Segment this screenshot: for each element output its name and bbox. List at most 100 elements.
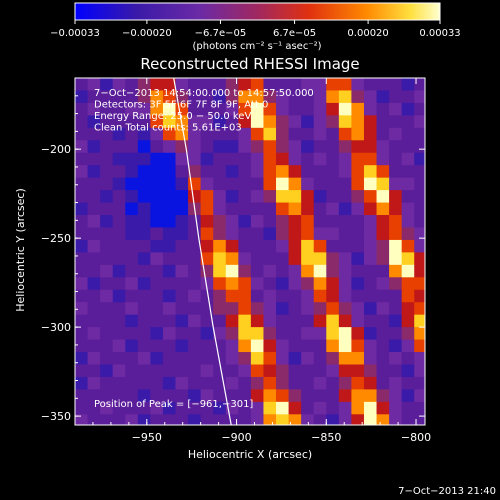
- heatmap-cell: [200, 277, 214, 291]
- heatmap-cell: [112, 389, 126, 403]
- heatmap-cell: [100, 227, 114, 241]
- heatmap-cell: [162, 414, 177, 425]
- heatmap-cell: [338, 202, 353, 216]
- heatmap-cell: [125, 127, 139, 141]
- heatmap-cell: [137, 190, 151, 204]
- heatmap-cell: [100, 152, 114, 166]
- heatmap-cell: [338, 302, 353, 316]
- heatmap-cell: [200, 239, 214, 253]
- heatmap-cell: [263, 165, 277, 179]
- heatmap-cell: [389, 127, 403, 141]
- heatmap-cell: [376, 177, 390, 191]
- heatmap-cell: [225, 177, 239, 191]
- x-tick-label: −950: [132, 431, 162, 444]
- heatmap-cell: [326, 277, 340, 291]
- heatmap-cell: [414, 115, 425, 129]
- heatmap-cell: [100, 78, 114, 92]
- heatmap-cell: [175, 339, 189, 353]
- heatmap-cell: [137, 115, 151, 129]
- heatmap-cell: [288, 277, 302, 291]
- heatmap-cell: [200, 302, 214, 316]
- heatmap-cell: [213, 289, 227, 303]
- heatmap-cell: [137, 364, 151, 378]
- heatmap-cell: [338, 165, 353, 179]
- heatmap-cell: [338, 289, 353, 303]
- heatmap-cell: [338, 327, 353, 341]
- heatmap-cell: [188, 190, 202, 204]
- heatmap-cell: [125, 252, 139, 266]
- heatmap-cell: [87, 202, 101, 216]
- heatmap-cell: [276, 177, 290, 191]
- heatmap-cell: [238, 177, 252, 191]
- heatmap-cell: [150, 352, 164, 366]
- heatmap-cell: [389, 289, 403, 303]
- heatmap-cell: [75, 78, 89, 92]
- heatmap-cell: [162, 78, 177, 92]
- heatmap-cell: [200, 352, 214, 366]
- annotation-line: Clean Total counts: 5.61E+03: [94, 123, 242, 134]
- heatmap-cell: [175, 252, 189, 266]
- heatmap-cell: [100, 339, 114, 353]
- heatmap-cell: [338, 314, 353, 328]
- heatmap-cell: [137, 314, 151, 328]
- heatmap-cell: [150, 102, 164, 116]
- heatmap-cell: [288, 202, 302, 216]
- heatmap-cell: [250, 215, 265, 229]
- heatmap-cell: [75, 227, 89, 241]
- heatmap-cell: [250, 227, 265, 241]
- heatmap-cell: [401, 140, 415, 154]
- heatmap-image: [75, 78, 425, 425]
- heatmap-cell: [401, 289, 415, 303]
- heatmap-cell: [301, 102, 315, 116]
- heatmap-cell: [150, 264, 164, 278]
- heatmap-cell: [137, 215, 151, 229]
- heatmap-cell: [288, 289, 302, 303]
- heatmap-cell: [188, 264, 202, 278]
- heatmap-cell: [225, 389, 239, 403]
- heatmap-cell: [238, 314, 252, 328]
- heatmap-cell: [313, 78, 327, 92]
- heatmap-cell: [162, 190, 177, 204]
- heatmap-cell: [263, 364, 277, 378]
- heatmap-cell: [363, 177, 378, 191]
- heatmap-cell: [213, 140, 227, 154]
- heatmap-cell: [414, 239, 425, 253]
- heatmap-cell: [125, 190, 139, 204]
- heatmap-cell: [213, 115, 227, 129]
- heatmap-cell: [376, 239, 390, 253]
- heatmap-cell: [414, 376, 425, 391]
- heatmap-cell: [376, 277, 390, 291]
- heatmap-cell: [75, 252, 89, 266]
- heatmap-cell: [200, 165, 214, 179]
- heatmap-cell: [150, 90, 164, 104]
- heatmap-cell: [376, 215, 390, 229]
- heatmap-cell: [137, 401, 151, 415]
- heatmap-cell: [376, 314, 390, 328]
- heatmap-cell: [162, 327, 177, 341]
- heatmap-cell: [363, 215, 378, 229]
- heatmap-cell: [162, 302, 177, 316]
- heatmap-cell: [87, 277, 101, 291]
- heatmap-cell: [150, 389, 164, 403]
- heatmap-cell: [175, 314, 189, 328]
- heatmap-cell: [225, 414, 239, 425]
- heatmap-cell: [276, 90, 290, 104]
- heatmap-cell: [288, 78, 302, 92]
- heatmap-cell: [338, 190, 353, 204]
- heatmap-cell: [351, 78, 365, 92]
- heatmap-cell: [75, 190, 89, 204]
- heatmap-cell: [162, 389, 177, 403]
- heatmap-cell: [112, 252, 126, 266]
- heatmap-cell: [238, 364, 252, 378]
- heatmap-cell: [313, 165, 327, 179]
- heatmap-cell: [112, 102, 126, 116]
- heatmap-cell: [200, 115, 214, 129]
- heatmap-cell: [389, 302, 403, 316]
- heatmap-cell: [250, 202, 265, 216]
- heatmap-cell: [301, 239, 315, 253]
- heatmap-cell: [188, 352, 202, 366]
- heatmap-cell: [389, 140, 403, 154]
- heatmap-cell: [414, 277, 425, 291]
- heatmap-cell: [250, 78, 265, 92]
- heatmap-cell: [326, 78, 340, 92]
